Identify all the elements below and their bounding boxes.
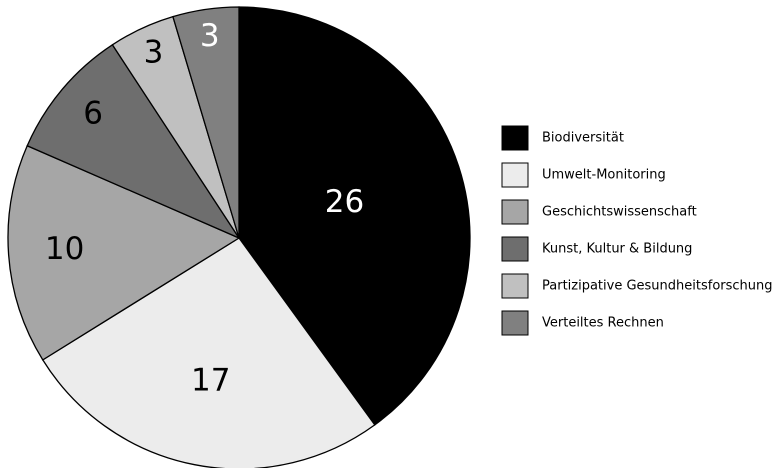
legend-label: Kunst, Kultur & Bildung (542, 242, 692, 257)
legend-swatch (501, 199, 529, 225)
slice-label: 3 (144, 35, 164, 71)
pie-slice (41, 237, 376, 468)
legend-label: Geschichtswissenschaft (542, 205, 697, 220)
legend-label: Biodiversität (542, 131, 624, 146)
slice-label: 6 (83, 95, 103, 131)
pie-slice (238, 6, 471, 426)
slice-label: 26 (325, 184, 364, 220)
legend-label: Partizipative Gesundheitsforschung (542, 279, 773, 294)
slice-label: 17 (191, 363, 230, 399)
pie-slice (26, 43, 241, 240)
pie-slice (7, 144, 241, 361)
legend-swatch (501, 162, 529, 188)
legend-label: Umwelt-Monitoring (542, 168, 666, 183)
slice-label: 10 (45, 231, 84, 267)
legend-label: Verteiltes Rechnen (542, 316, 664, 331)
legend-swatch (501, 125, 529, 151)
legend-swatch (501, 273, 529, 299)
legend-swatch (501, 310, 529, 336)
slice-label: 3 (200, 18, 220, 54)
pie-slice (172, 6, 240, 239)
legend-swatch (501, 236, 529, 262)
